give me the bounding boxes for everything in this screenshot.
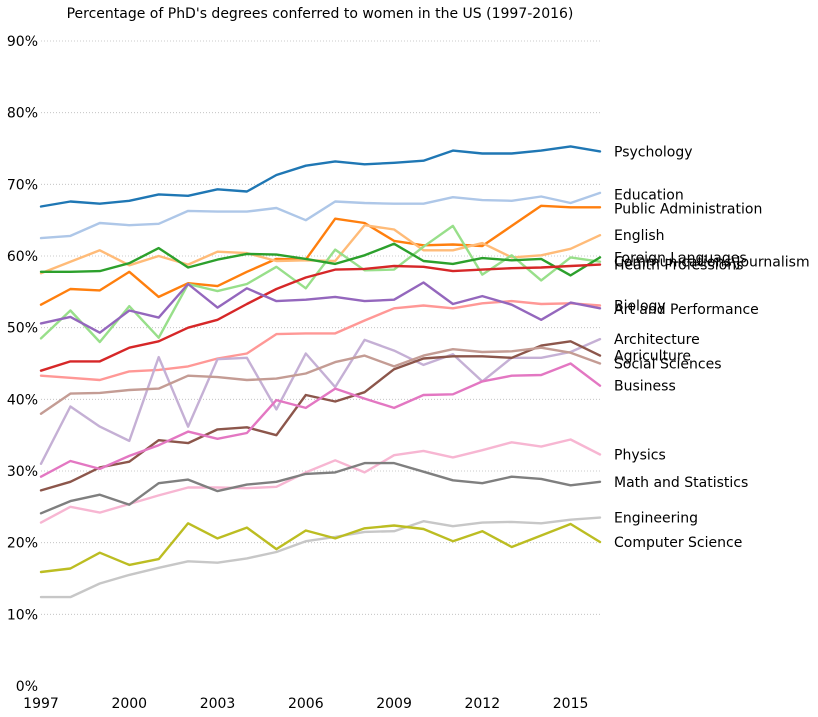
series-label-business: Business [614, 379, 676, 395]
y-tick-label-20: 20% [7, 536, 38, 552]
y-tick-label-50: 50% [7, 321, 38, 337]
series-label-health-professions: Health Professions [614, 258, 743, 274]
y-tick-label-60: 60% [7, 249, 38, 265]
series-label-education: Education [614, 187, 684, 203]
x-tick-label-2012: 2012 [464, 696, 500, 712]
series-label-psychology: Psychology [614, 144, 693, 160]
series-line-public-administration [39, 204, 602, 306]
series-line-communications-journalism [39, 242, 602, 277]
series-line-math-and-statistics [39, 461, 602, 515]
series-line-foreign-languages [39, 224, 602, 344]
series-line-business [39, 362, 602, 478]
series-label-engineering: Engineering [614, 511, 698, 527]
x-tick-label-2015: 2015 [553, 696, 589, 712]
series-label-social-sciences: Social Sciences [614, 357, 722, 373]
y-tick-label-90: 90% [7, 34, 38, 50]
chart-title: Percentage of PhD's degrees conferred to… [67, 6, 574, 22]
x-tick-label-2009: 2009 [376, 696, 412, 712]
series-label-biology: Biology [614, 298, 666, 314]
x-tick-label-2003: 2003 [200, 696, 236, 712]
series-label-public-administration: Public Administration [614, 202, 762, 218]
series-line-education [39, 191, 602, 240]
series-label-foreign-languages: Foreign Languages [614, 250, 747, 266]
y-tick-label-30: 30% [7, 464, 38, 480]
series-label-math-and-statistics: Math and Statistics [614, 475, 748, 491]
x-axis-ticks: 1997 2000 2003 2006 2009 2012 2015 [23, 696, 588, 712]
x-tick-label-2006: 2006 [288, 696, 324, 712]
y-axis-ticks: 0% 10% 20% 30% 40% 50% 60% 70% 80% 90% [7, 34, 38, 695]
series-label-agriculture: Agriculture [614, 349, 691, 365]
series-line-architecture [39, 337, 602, 465]
y-tick-label-70: 70% [7, 177, 38, 193]
series-line-computer-science [39, 522, 602, 574]
series-lines [39, 145, 602, 599]
series-label-computer-science: Computer Science [614, 535, 742, 551]
series-line-art-and-performance [39, 281, 602, 334]
x-tick-label-1997: 1997 [23, 696, 59, 712]
series-line-physics [39, 438, 602, 524]
y-tick-label-0: 0% [16, 679, 38, 695]
series-label-art-and-performance: Art and Performance [614, 302, 759, 318]
series-line-psychology [39, 145, 602, 208]
series-line-health-professions [39, 263, 602, 372]
series-line-biology [39, 299, 602, 382]
series-label-communications-journalism: Communications\Journalism [614, 255, 810, 271]
series-label-english: English [614, 228, 665, 244]
grid-lines [41, 40, 600, 615]
y-tick-label-40: 40% [7, 392, 38, 408]
series-label-physics: Physics [614, 448, 666, 464]
y-tick-label-80: 80% [7, 106, 38, 122]
x-tick-label-2000: 2000 [111, 696, 147, 712]
series-line-english [39, 223, 602, 275]
y-tick-label-10: 10% [7, 607, 38, 623]
series-line-social-sciences [39, 346, 602, 415]
series-line-agriculture [39, 340, 602, 492]
series-label-architecture: Architecture [614, 332, 700, 348]
series-line-engineering [39, 516, 602, 599]
